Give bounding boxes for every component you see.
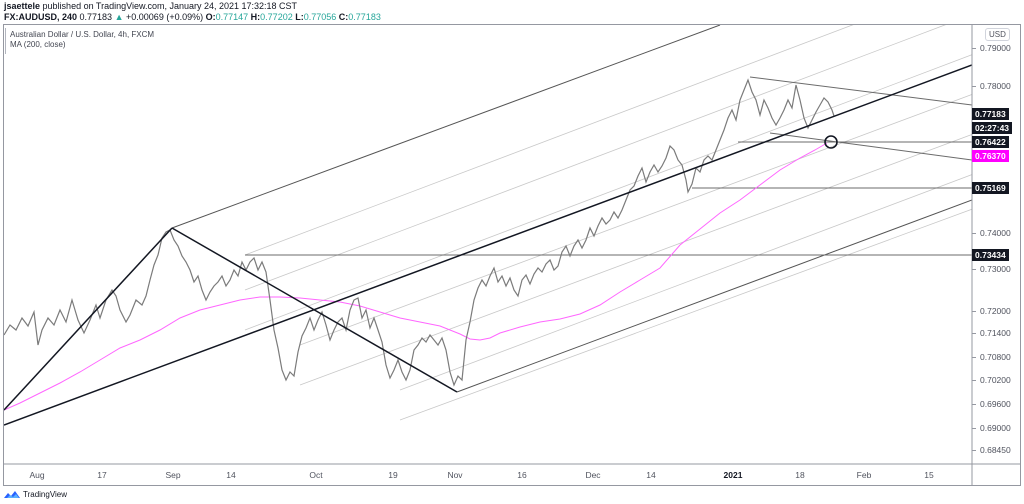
open-label: O: [205,12,216,22]
price-tick: 0.79000 [972,43,1011,53]
time-tick: 15 [924,470,934,480]
tradingview-logo-icon [4,491,20,498]
level-price-label: 0.75169 [972,182,1009,194]
time-tick: Aug [29,470,45,480]
series-title: Australian Dollar / U.S. Dollar, 4h, FXC… [10,30,155,39]
price-tick: 0.74000 [972,228,1011,238]
time-tick: Oct [309,470,323,480]
time-tick: 17 [97,470,107,480]
ma-200-line [4,142,828,411]
channel-outer-lines [171,25,972,393]
price-tick: 0.70200 [972,375,1011,385]
publish-text: published on TradingView.com, January 24… [42,1,298,11]
close-label: C: [338,12,349,22]
time-tick: 16 [517,470,527,480]
confluence-circle [824,135,838,149]
price-tick: 0.70800 [972,352,1011,362]
level-price-label: 0.73434 [972,249,1009,261]
triangle-lines [749,76,972,161]
ma-price-label: 0.76370 [972,150,1009,162]
trendlines-bold [4,64,972,426]
high-label: H: [250,12,261,22]
high-value: 0.77202 [260,12,293,22]
price-tick: 0.69600 [972,399,1011,409]
symbol-label: FX:AUDUSD, 240 [4,12,78,22]
time-tick: 19 [388,470,398,480]
price-tick: 0.78000 [972,81,1011,91]
price-tick: 0.73000 [972,264,1011,274]
price-change: +0.00069 (+0.09%) [126,12,204,22]
low-value: 0.77056 [303,12,337,22]
time-tick: Nov [447,470,463,480]
time-tick: Dec [585,470,601,480]
price-tick: 0.69000 [972,423,1011,433]
last-price-label: 0.77183 [972,108,1009,120]
horizontal-levels [245,141,972,256]
time-tick: 14 [646,470,656,480]
chart-frame[interactable] [3,24,1021,486]
price-tick: 0.72000 [972,306,1011,316]
tradingview-footer: TradingView [4,490,67,499]
countdown-price-label: 02:27:43 [972,122,1013,134]
last-price: 0.77183 [79,12,113,22]
close-value: 0.77183 [348,12,381,22]
currency-badge[interactable]: USD [985,28,1010,41]
price-tick: 0.68450 [972,445,1011,455]
channel-lines [244,25,972,421]
time-tick: 2021 [723,470,743,480]
time-tick: 14 [226,470,236,480]
low-label: L: [295,12,304,22]
chart-legend: Australian Dollar / U.S. Dollar, 4h, FXC… [10,30,154,50]
open-value: 0.77147 [215,12,249,22]
ohlc-header: FX:AUDUSD, 240 0.77183 ▲ +0.00069 (+0.09… [4,12,381,22]
time-tick: Sep [165,470,181,480]
time-tick: Feb [856,470,872,480]
indicator-label[interactable]: MA (200, close) [10,40,66,49]
publish-info: jsaettele published on TradingView.com, … [4,1,297,11]
publisher-name: jsaettele [4,1,41,11]
price-axis[interactable]: 0.79000 0.78000 0.74000 0.73000 0.72000 0.714… [972,24,1024,464]
legend-divider [5,28,6,54]
price-tick: 0.71400 [972,328,1011,338]
tradingview-brand: TradingView [23,490,68,499]
price-line [4,78,835,387]
time-axis[interactable]: Aug 17 Sep 14 Oct 19 Nov 16 Dec 14 2021 18 Feb 15 [3,464,972,486]
level-price-label: 0.76422 [972,136,1009,148]
up-arrow-icon: ▲ [114,12,124,22]
time-tick: 18 [795,470,805,480]
